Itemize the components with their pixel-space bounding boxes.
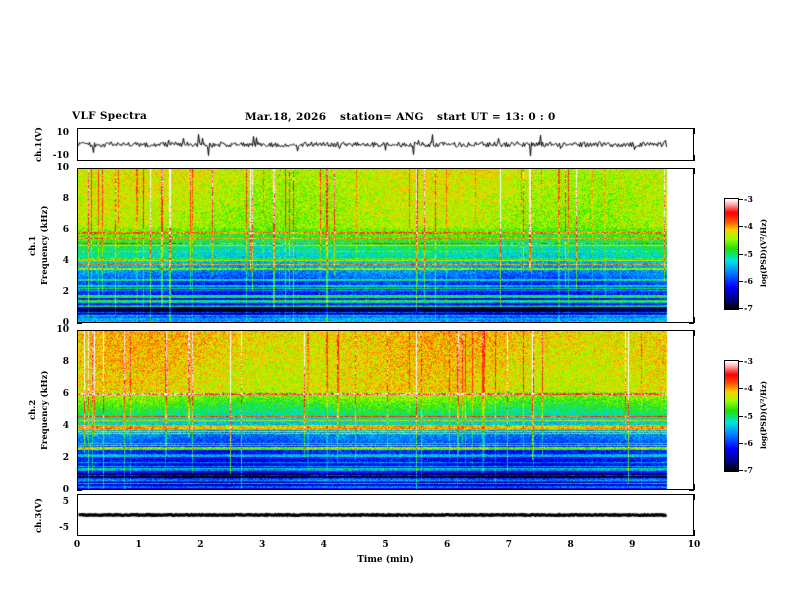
xtick-label: 0 xyxy=(73,540,81,550)
ch1-waveform-xtick xyxy=(694,155,695,161)
ch1-waveform-canvas xyxy=(78,129,693,160)
ch1-spectrogram-ytick xyxy=(689,168,694,169)
xtick-label: 7 xyxy=(505,540,513,550)
ch2-spectrogram-ytick-label: 2 xyxy=(62,453,69,463)
ch2-spectrogram-ytick-label: 4 xyxy=(62,421,69,431)
ch1-spectrogram-ytick xyxy=(689,323,694,324)
ch1-spectrogram-canvas xyxy=(78,169,693,322)
xtick-label: 1 xyxy=(135,540,142,550)
ch2-spectrogram-xtick xyxy=(694,330,695,336)
colorbar-ch1-tick-label: -6 xyxy=(744,276,753,286)
ch3-waveform-xtick xyxy=(694,494,695,500)
colorbar-ch1-tick-label: -3 xyxy=(744,194,753,204)
ch2-frequency-axis-title: Frequency (kHz) xyxy=(40,370,50,450)
header-station: station= ANG xyxy=(340,111,424,123)
ch1-waveform-xtick xyxy=(77,128,78,134)
ch1-spectrogram-ytick-label: 6 xyxy=(62,225,69,235)
ch1-frequency-axis-title: Frequency (kHz) xyxy=(40,205,50,285)
xtick-label: 10 xyxy=(687,540,701,550)
ch3-waveform-ytick-label: -5 xyxy=(59,523,69,533)
xtick-label: 5 xyxy=(382,540,389,550)
ch3-waveform-axis-title: ch.3(V) xyxy=(34,497,44,533)
colorbar-ch1-tick xyxy=(739,308,743,309)
xtick-label: 6 xyxy=(444,540,451,550)
xtick-label: 3 xyxy=(258,540,266,550)
colorbar-ch2-tick-label: -5 xyxy=(744,411,753,421)
header-date: Mar.18, 2026 xyxy=(245,111,327,123)
ch2-spectrogram-ytick-label: 0 xyxy=(62,485,69,495)
colorbar-ch1 xyxy=(724,198,739,310)
ch2-spectrogram-ytick-label: 8 xyxy=(62,357,69,367)
ch1-spectrogram-ytick-label: 4 xyxy=(62,256,69,266)
colorbar-ch1-title: log(PSD)(V²/Hz) xyxy=(759,218,768,287)
ch2-spectrogram-ytick xyxy=(77,330,82,331)
ch2-spectrogram-ytick xyxy=(689,490,694,491)
header-start-ut: start UT = 13: 0 : 0 xyxy=(437,111,556,123)
ch1-spectrogram-xtick xyxy=(77,168,78,174)
ch2-spectrogram-xtick xyxy=(694,484,695,490)
ch2-spectrogram-axis-title: ch.2 xyxy=(28,399,38,420)
colorbar-ch2-tick xyxy=(739,443,743,444)
x-axis-title: Time (min) xyxy=(357,555,414,565)
ch2-spectrogram-ytick xyxy=(77,490,82,491)
ch2-spectrogram-canvas xyxy=(78,331,693,489)
ch3-waveform-ytick-label: 5 xyxy=(62,497,69,507)
colorbar-ch2-title: log(PSD)(V²/Hz) xyxy=(759,380,768,449)
ch1-spectrogram-ytick-label: 8 xyxy=(62,194,69,204)
ch3-waveform-xtick xyxy=(77,530,78,536)
ch1-spectrogram-ytick xyxy=(77,168,82,169)
ch3-waveform-xtick xyxy=(77,494,78,500)
ch1-waveform-xtick xyxy=(694,128,695,134)
ch2-spectrogram-ytick-label: 10 xyxy=(56,325,69,335)
colorbar-ch1-tick xyxy=(739,226,743,227)
xtick-label: 8 xyxy=(567,540,574,550)
ch1-spectrogram-xtick xyxy=(694,317,695,323)
colorbar-ch2-tick xyxy=(739,388,743,389)
colorbar-ch1-tick-label: -7 xyxy=(744,303,753,313)
ch1-waveform-axis-title: ch.1(V) xyxy=(34,127,44,162)
colorbar-ch1-tick-label: -5 xyxy=(744,249,753,259)
colorbar-ch1-tick-label: -4 xyxy=(744,221,753,231)
colorbar-ch2-tick xyxy=(739,416,743,417)
ch3-waveform-canvas xyxy=(78,495,693,535)
ch2-spectrogram-ytick xyxy=(689,330,694,331)
colorbar-ch1-tick xyxy=(739,199,743,200)
ch1-spectrogram-ytick xyxy=(77,323,82,324)
colorbar-ch2-tick xyxy=(739,361,743,362)
ch1-spectrogram-axis-title: ch.1 xyxy=(28,235,38,256)
ch1-waveform-ytick-label: 10 xyxy=(56,128,69,138)
ch1-spectrogram-ytick-label: 2 xyxy=(62,287,69,297)
ch2-spectrogram-xtick xyxy=(77,484,78,490)
ch1-waveform-xtick xyxy=(77,155,78,161)
colorbar-ch2-tick-label: -7 xyxy=(744,465,753,475)
ch1-spectrogram-ytick-label: 10 xyxy=(56,163,69,173)
colorbar-ch1-tick xyxy=(739,254,743,255)
colorbar-ch1-tick xyxy=(739,281,743,282)
ch1-waveform-ytick-label: -10 xyxy=(52,151,69,161)
colorbar-ch2-tick-label: -6 xyxy=(744,438,753,448)
ch1-spectrogram-xtick xyxy=(77,317,78,323)
xtick-label: 4 xyxy=(320,540,327,550)
ch1-spectrogram-xtick xyxy=(694,168,695,174)
ch1-spectrogram-ytick-label: 0 xyxy=(62,318,69,328)
ch2-spectrogram-ytick-label: 6 xyxy=(62,389,69,399)
page-title: VLF Spectra xyxy=(72,110,148,122)
xtick-label: 9 xyxy=(629,540,636,550)
colorbar-ch2 xyxy=(724,360,739,472)
colorbar-ch2-tick-label: -4 xyxy=(744,383,753,393)
ch2-spectrogram-xtick xyxy=(77,330,78,336)
xtick-label: 2 xyxy=(197,540,204,550)
colorbar-ch2-tick-label: -3 xyxy=(744,356,753,366)
colorbar-ch2-tick xyxy=(739,470,743,471)
ch3-waveform-xtick xyxy=(694,530,695,536)
